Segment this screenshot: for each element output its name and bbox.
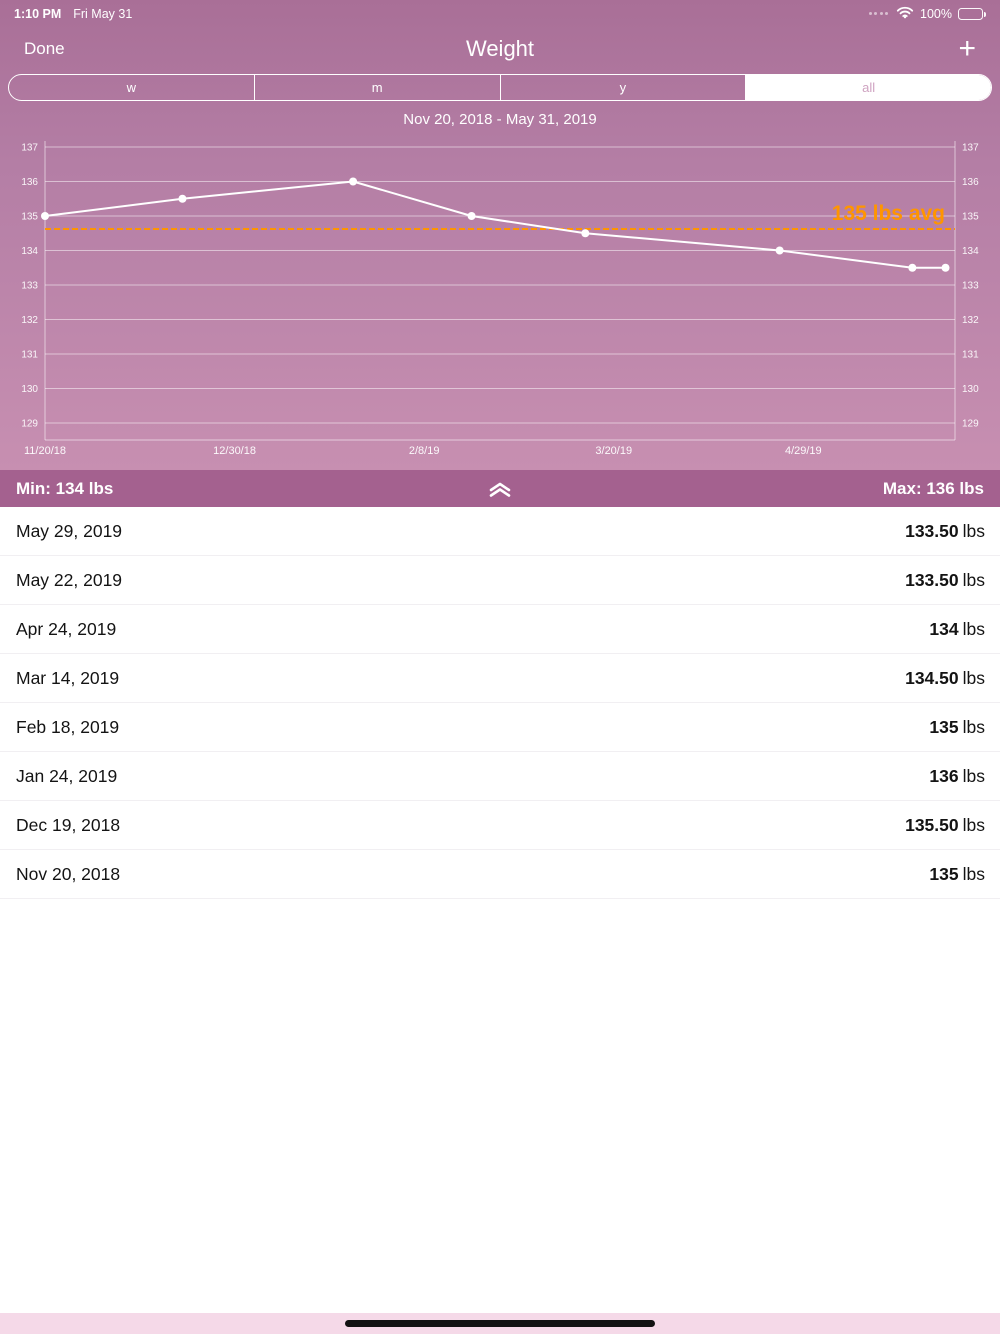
weight-entries-list: May 29, 2019 133.50 lbs May 22, 2019 133.… — [0, 507, 1000, 1313]
entry-value: 135 lbs — [929, 864, 985, 885]
min-value-label: Min: 134 lbs — [16, 478, 114, 498]
entry-value: 133.50 lbs — [905, 570, 985, 591]
svg-text:133: 133 — [21, 281, 38, 292]
svg-text:137: 137 — [962, 143, 979, 154]
entry-date: Mar 14, 2019 — [16, 667, 120, 688]
entry-weight-unit: lbs — [962, 863, 985, 884]
svg-text:135: 135 — [21, 212, 38, 223]
entry-date: Jan 24, 2019 — [16, 765, 118, 786]
collapse-chevrons-icon[interactable] — [487, 470, 513, 507]
add-entry-button[interactable]: + — [958, 32, 976, 65]
svg-text:130: 130 — [962, 384, 979, 395]
entry-weight-unit: lbs — [962, 569, 985, 590]
entry-weight-unit: lbs — [962, 667, 985, 688]
list-item[interactable]: Dec 19, 2018 135.50 lbs — [0, 801, 1000, 850]
svg-text:134: 134 — [21, 246, 38, 257]
status-date: Fri May 31 — [73, 6, 133, 21]
entry-value: 134.50 lbs — [905, 668, 985, 689]
status-time: 1:10 PM — [14, 6, 62, 21]
list-item[interactable]: Apr 24, 2019 134 lbs — [0, 605, 1000, 654]
entry-weight-number: 135 — [929, 863, 959, 884]
entry-value: 133.50 lbs — [905, 521, 985, 542]
page-title: Weight — [465, 36, 535, 61]
svg-text:131: 131 — [962, 350, 979, 361]
entry-date: Apr 24, 2019 — [16, 618, 117, 639]
svg-text:11/20/18: 11/20/18 — [24, 445, 66, 457]
done-button[interactable]: Done — [24, 39, 65, 58]
svg-text:130: 130 — [21, 384, 38, 395]
entry-weight-number: 133.50 — [905, 569, 959, 590]
entry-date: May 29, 2019 — [16, 520, 123, 541]
entry-weight-unit: lbs — [962, 618, 985, 639]
svg-text:136: 136 — [962, 177, 979, 188]
entry-weight-number: 134.50 — [905, 667, 959, 688]
navigation-bar: Weight Done + — [0, 27, 1000, 71]
time-range-segmented-control: w m y all — [8, 74, 992, 101]
top-gradient-section: 1:10 PM Fri May 31 100% Weight — [0, 0, 1000, 470]
segment-w[interactable]: w — [126, 80, 137, 95]
list-item[interactable]: Nov 20, 2018 135 lbs — [0, 850, 1000, 899]
svg-text:2/8/19: 2/8/19 — [409, 445, 440, 457]
entry-weight-number: 135 — [929, 716, 959, 737]
svg-text:12/30/18: 12/30/18 — [213, 445, 256, 457]
weight-line-chart: 137 137 136 136 135 135 134 134 133 133 132 132 131 1… — [21, 141, 979, 457]
entry-date: Dec 19, 2018 — [16, 814, 121, 835]
svg-text:129: 129 — [962, 419, 979, 430]
battery-percent-label: 100% — [920, 6, 952, 21]
entry-weight-unit: lbs — [962, 716, 985, 737]
entry-weight-unit: lbs — [962, 765, 985, 786]
segment-y[interactable]: y — [499, 75, 746, 100]
segment-all[interactable]: all — [745, 75, 991, 100]
svg-text:134: 134 — [962, 246, 979, 257]
svg-text:136: 136 — [21, 177, 38, 188]
entry-date: Nov 20, 2018 — [16, 863, 121, 884]
entry-value: 134 lbs — [929, 619, 985, 640]
entry-weight-unit: lbs — [962, 520, 985, 541]
list-item[interactable]: May 29, 2019 133.50 lbs — [0, 507, 1000, 556]
min-max-summary-bar: Min: 134 lbs Max: 136 lbs — [0, 470, 1000, 507]
segment-m[interactable]: m — [253, 75, 500, 100]
svg-text:135 lbs avg: 135 lbs avg — [832, 202, 945, 225]
entry-weight-unit: lbs — [962, 814, 985, 835]
entry-value: 136 lbs — [929, 766, 985, 787]
home-strip — [0, 1313, 1000, 1334]
svg-text:129: 129 — [21, 419, 38, 430]
max-value-label: Max: 136 lbs — [882, 478, 984, 498]
cellular-signal-icon — [868, 12, 889, 15]
entry-weight-number: 136 — [929, 765, 959, 786]
entry-date: Feb 18, 2019 — [16, 716, 120, 737]
wifi-icon — [896, 6, 914, 22]
entry-value: 135.50 lbs — [905, 815, 985, 836]
list-item[interactable]: Jan 24, 2019 136 lbs — [0, 752, 1000, 801]
svg-text:4/29/19: 4/29/19 — [785, 445, 822, 457]
svg-text:132: 132 — [962, 315, 979, 326]
svg-text:135: 135 — [962, 212, 979, 223]
home-indicator[interactable] — [345, 1320, 655, 1327]
entry-value: 135 lbs — [929, 717, 985, 738]
date-range-label: Nov 20, 2018 - May 31, 2019 — [403, 111, 597, 128]
svg-text:131: 131 — [21, 350, 38, 361]
entry-date: May 22, 2019 — [16, 569, 123, 590]
svg-text:3/20/19: 3/20/19 — [595, 445, 632, 457]
battery-icon — [958, 7, 986, 20]
svg-text:137: 137 — [21, 143, 38, 154]
entry-weight-number: 135.50 — [905, 814, 959, 835]
entry-weight-number: 134 — [929, 618, 959, 639]
list-item[interactable]: Feb 18, 2019 135 lbs — [0, 703, 1000, 752]
list-item[interactable]: Mar 14, 2019 134.50 lbs — [0, 654, 1000, 703]
status-bar: 1:10 PM Fri May 31 100% — [0, 0, 1000, 27]
svg-text:133: 133 — [962, 281, 979, 292]
entry-weight-number: 133.50 — [905, 520, 959, 541]
list-item[interactable]: May 22, 2019 133.50 lbs — [0, 556, 1000, 605]
svg-text:132: 132 — [21, 315, 38, 326]
